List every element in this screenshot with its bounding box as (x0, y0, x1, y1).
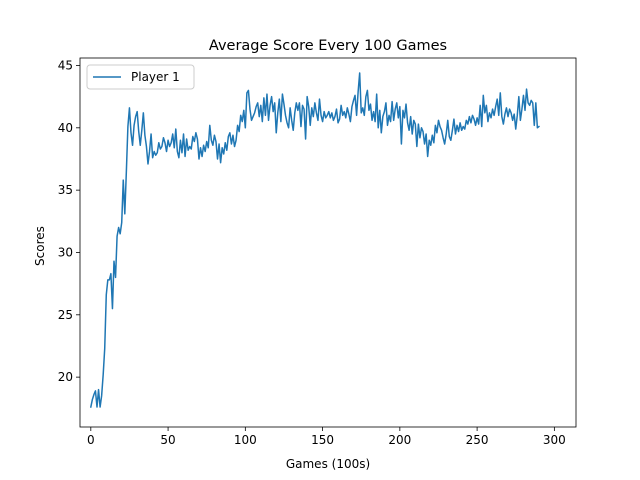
y-tick-label: 30 (58, 245, 73, 259)
x-tick-label: 50 (160, 433, 175, 447)
x-tick-label: 150 (311, 433, 334, 447)
x-tick-label: 200 (388, 433, 411, 447)
x-tick-label: 250 (466, 433, 489, 447)
y-tick-label: 45 (58, 58, 73, 72)
legend-box (86, 64, 195, 90)
y-tick-label: 20 (58, 370, 73, 384)
y-tick-label: 35 (58, 183, 73, 197)
x-axis-label: Games (100s) (286, 457, 370, 471)
legend: Player 1 (86, 64, 195, 90)
chart-title: Average Score Every 100 Games (209, 38, 447, 54)
series-line-1 (89, 72, 540, 408)
x-tick-label: 300 (543, 433, 566, 447)
x-tick-label: 100 (234, 433, 257, 447)
legend-label-1: Player 1 (131, 70, 180, 84)
y-tick-label: 40 (58, 121, 73, 135)
x-tick-label: 0 (87, 433, 95, 447)
y-axis-label: Scores (33, 226, 47, 266)
plot-area: 0 50 100 150 200 250 300 20 25 30 35 40 45 (58, 57, 577, 447)
axes-frame (79, 57, 577, 428)
y-tick-label: 25 (58, 308, 73, 322)
